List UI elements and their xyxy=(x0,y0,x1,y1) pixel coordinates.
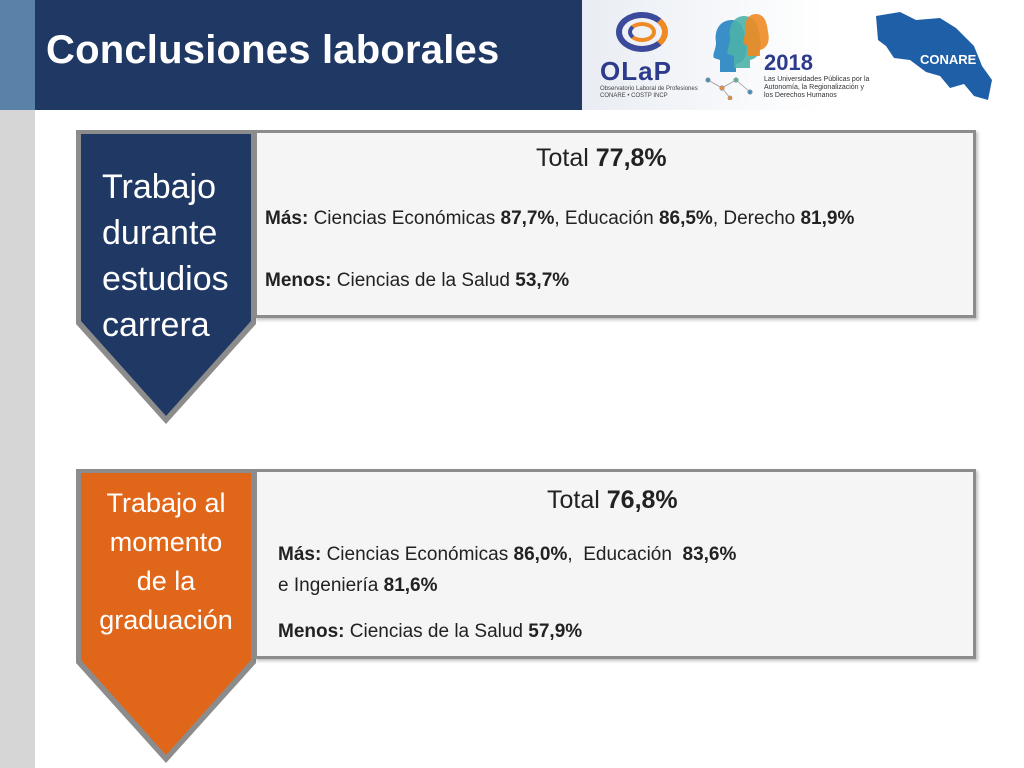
section-1-menos-label: Menos: xyxy=(265,270,332,291)
section-2-mas-value: 83,6% xyxy=(682,544,737,565)
section-1-label-line: Trabajo xyxy=(102,168,217,206)
section-1-mas-line: Más: Ciencias Económicas 87,7%, Educació… xyxy=(265,208,854,230)
olap-logo-subtitle: Observatorio Laboral de Profesiones CONA… xyxy=(600,86,698,99)
section-1-menos-value: 53,7% xyxy=(515,270,570,291)
section-2-total-prefix: Total xyxy=(547,486,607,514)
human-heads-network-icon xyxy=(705,14,769,100)
section-2-total: Total 76,8% xyxy=(547,486,678,515)
olap-logo-ring-icon xyxy=(616,12,668,52)
section-2-menos-text: Ciencias de la Salud xyxy=(344,621,529,642)
section-1-menos-line: Menos: Ciencias de la Salud 53,7% xyxy=(265,270,569,292)
section-2-mas-text: e Ingeniería xyxy=(278,575,384,596)
section-2-shield xyxy=(76,469,256,763)
section-2-label: Trabajo al momento de la graduación xyxy=(80,484,252,640)
left-strip-accent xyxy=(0,0,35,110)
section-2-menos-value: 57,9% xyxy=(528,621,583,642)
section-2-label-line: graduación xyxy=(99,605,233,635)
section-2-total-value: 76,8% xyxy=(606,486,678,514)
section-1-mas-text: Ciencias Económicas xyxy=(308,208,501,229)
section-1-menos-text: Ciencias de la Salud xyxy=(331,270,516,291)
section-2-label-line: Trabajo al xyxy=(106,488,226,518)
section-2-menos-label: Menos: xyxy=(278,621,345,642)
section-2-menos-line: Menos: Ciencias de la Salud 57,9% xyxy=(278,621,582,643)
section-2-mas-value: 86,0% xyxy=(513,544,568,565)
section-1-label: Trabajo durante estudios carrera xyxy=(102,164,229,348)
section-1-total-value: 77,8% xyxy=(595,144,667,172)
event-year: 2018 xyxy=(764,50,813,75)
section-1-shield xyxy=(76,130,256,424)
section-2-mas-text: Ciencias Económicas xyxy=(321,544,514,565)
section-1-mas-text: , Derecho xyxy=(712,208,801,229)
costa-rica-map-icon xyxy=(876,12,992,100)
section-1-label-line: carrera xyxy=(102,306,210,344)
section-2-mas-line-2: e Ingeniería 81,6% xyxy=(278,575,438,597)
header-bar xyxy=(35,0,582,110)
section-1-mas-value: 87,7% xyxy=(500,208,555,229)
section-1-label-line: durante xyxy=(102,214,218,252)
section-1-total: Total 77,8% xyxy=(536,144,667,173)
section-1-mas-value: 81,9% xyxy=(800,208,855,229)
conare-logo-text: CONARE xyxy=(920,52,977,67)
section-2-mas-text: , Educación xyxy=(567,544,683,565)
logo-banner: OLaP Observatorio Laboral de Profesiones… xyxy=(582,0,1024,110)
page-title: Conclusiones laborales xyxy=(46,28,500,72)
section-1-mas-label: Más: xyxy=(265,208,309,229)
section-2-mas-label: Más: xyxy=(278,544,322,565)
section-1-mas-value: 86,5% xyxy=(658,208,713,229)
event-tagline: Las Universidades Públicas por la Autono… xyxy=(764,76,870,99)
section-2-label-line: de la xyxy=(136,566,196,596)
section-2-mas-value: 81,6% xyxy=(383,575,438,596)
section-1-label-line: estudios xyxy=(102,260,229,298)
olap-logo-inner-ring-icon xyxy=(628,22,656,42)
section-2-mas-line-1: Más: Ciencias Económicas 86,0%, Educació… xyxy=(278,544,736,566)
section-2-label-line: momento xyxy=(109,527,223,557)
section-2-content-box xyxy=(254,469,976,659)
left-side-strip xyxy=(0,0,35,768)
section-1-total-prefix: Total xyxy=(536,144,596,172)
section-1-mas-text: , Educación xyxy=(554,208,659,229)
section-1-content-box xyxy=(254,130,976,318)
olap-logo-text: OLaP xyxy=(600,56,672,86)
